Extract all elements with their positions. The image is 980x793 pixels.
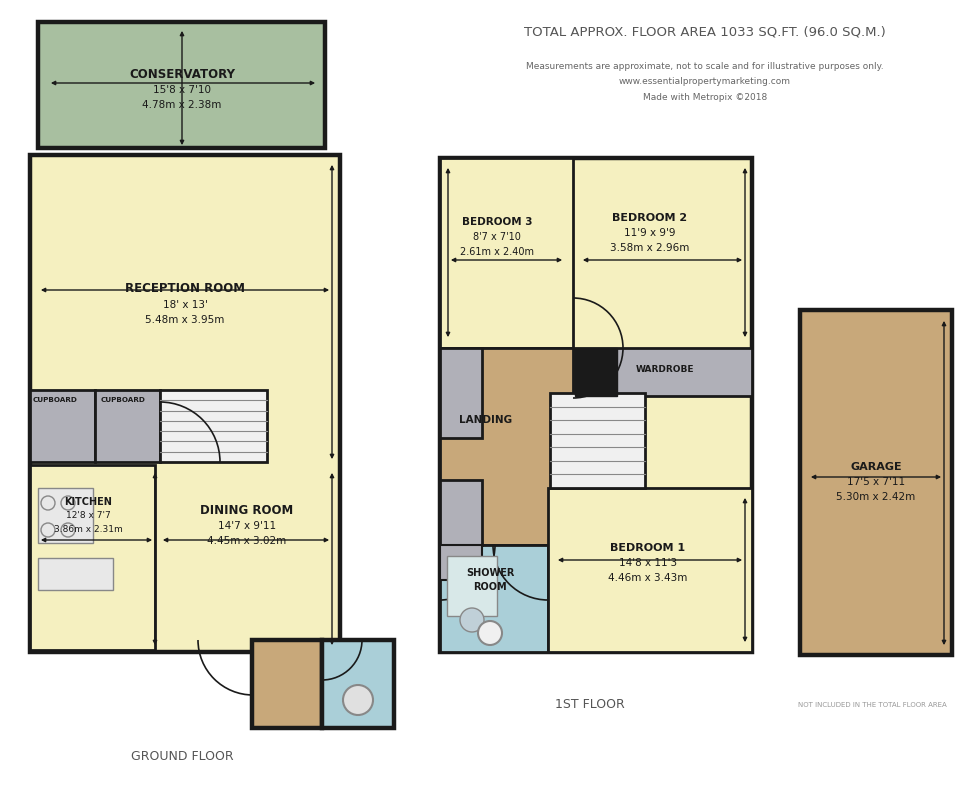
Bar [440, 480, 482, 545]
Text: 4.78m x 2.38m: 4.78m x 2.38m [142, 100, 221, 110]
Bar [548, 488, 752, 652]
Text: GROUND FLOOR: GROUND FLOOR [130, 750, 233, 764]
Bar [38, 22, 325, 148]
Bar [447, 556, 497, 616]
Text: NOT INCLUDED IN THE TOTAL FLOOR AREA: NOT INCLUDED IN THE TOTAL FLOOR AREA [798, 702, 947, 708]
Text: TOTAL APPROX. FLOOR AREA 1033 SQ.FT. (96.0 SQ.M.): TOTAL APPROX. FLOOR AREA 1033 SQ.FT. (96… [524, 25, 886, 39]
Bar [322, 640, 394, 728]
Bar [800, 310, 952, 655]
Bar [440, 545, 548, 652]
Bar [575, 348, 617, 396]
Text: 11'9 x 9'9: 11'9 x 9'9 [624, 228, 676, 238]
Text: 5.48m x 3.95m: 5.48m x 3.95m [145, 315, 224, 325]
Bar [440, 348, 573, 545]
Text: 4.45m x 3.02m: 4.45m x 3.02m [208, 536, 286, 546]
Text: Measurements are approximate, not to scale and for illustrative purposes only.
w: Measurements are approximate, not to sca… [526, 62, 884, 102]
Text: 4.46m x 3.43m: 4.46m x 3.43m [609, 573, 688, 583]
Text: WARDROBE: WARDROBE [636, 366, 694, 374]
Text: KITCHEN: KITCHEN [64, 497, 112, 507]
Text: 2.61m x 2.40m: 2.61m x 2.40m [460, 247, 534, 257]
Text: RECEPTION ROOM: RECEPTION ROOM [125, 282, 245, 294]
Text: CUPBOARD: CUPBOARD [32, 397, 77, 403]
Bar [440, 158, 752, 652]
Text: SHOWER
ROOM: SHOWER ROOM [466, 568, 514, 592]
Bar [30, 390, 95, 462]
Text: 5.30m x 2.42m: 5.30m x 2.42m [836, 492, 915, 502]
Bar [440, 545, 482, 580]
Bar [38, 488, 93, 543]
Bar [30, 155, 340, 652]
Text: 17'5 x 7'11: 17'5 x 7'11 [847, 477, 906, 487]
Text: GARAGE: GARAGE [851, 462, 902, 472]
Text: 12'8 x 7'7: 12'8 x 7'7 [66, 511, 111, 520]
Bar [575, 348, 752, 396]
Circle shape [478, 621, 502, 645]
Text: CONSERVATORY: CONSERVATORY [129, 67, 235, 81]
Text: 14'7 x 9'11: 14'7 x 9'11 [218, 521, 276, 531]
Text: BEDROOM 3: BEDROOM 3 [462, 217, 532, 227]
Text: 3.58m x 2.96m: 3.58m x 2.96m [611, 243, 690, 253]
Bar [160, 390, 267, 462]
Text: BEDROOM 2: BEDROOM 2 [612, 213, 688, 223]
Text: 18' x 13': 18' x 13' [163, 300, 208, 310]
Text: 8'7 x 7'10: 8'7 x 7'10 [473, 232, 521, 242]
Bar [550, 393, 645, 488]
Circle shape [460, 608, 484, 632]
Bar [440, 348, 482, 438]
Text: 14'8 x 11'3: 14'8 x 11'3 [619, 558, 677, 568]
Bar [252, 640, 322, 728]
Text: 3.86m x 2.31m: 3.86m x 2.31m [54, 526, 122, 534]
Bar [440, 158, 573, 348]
Text: 15'8 x 7'10: 15'8 x 7'10 [153, 85, 211, 95]
Text: BEDROOM 1: BEDROOM 1 [611, 543, 686, 553]
Bar [95, 390, 160, 462]
Text: LANDING: LANDING [460, 415, 513, 425]
Text: CUPBOARD: CUPBOARD [101, 397, 145, 403]
Bar [38, 558, 113, 590]
Text: DINING ROOM: DINING ROOM [200, 504, 294, 516]
Circle shape [343, 685, 373, 715]
Bar [30, 465, 155, 650]
Text: 1ST FLOOR: 1ST FLOOR [555, 699, 625, 711]
